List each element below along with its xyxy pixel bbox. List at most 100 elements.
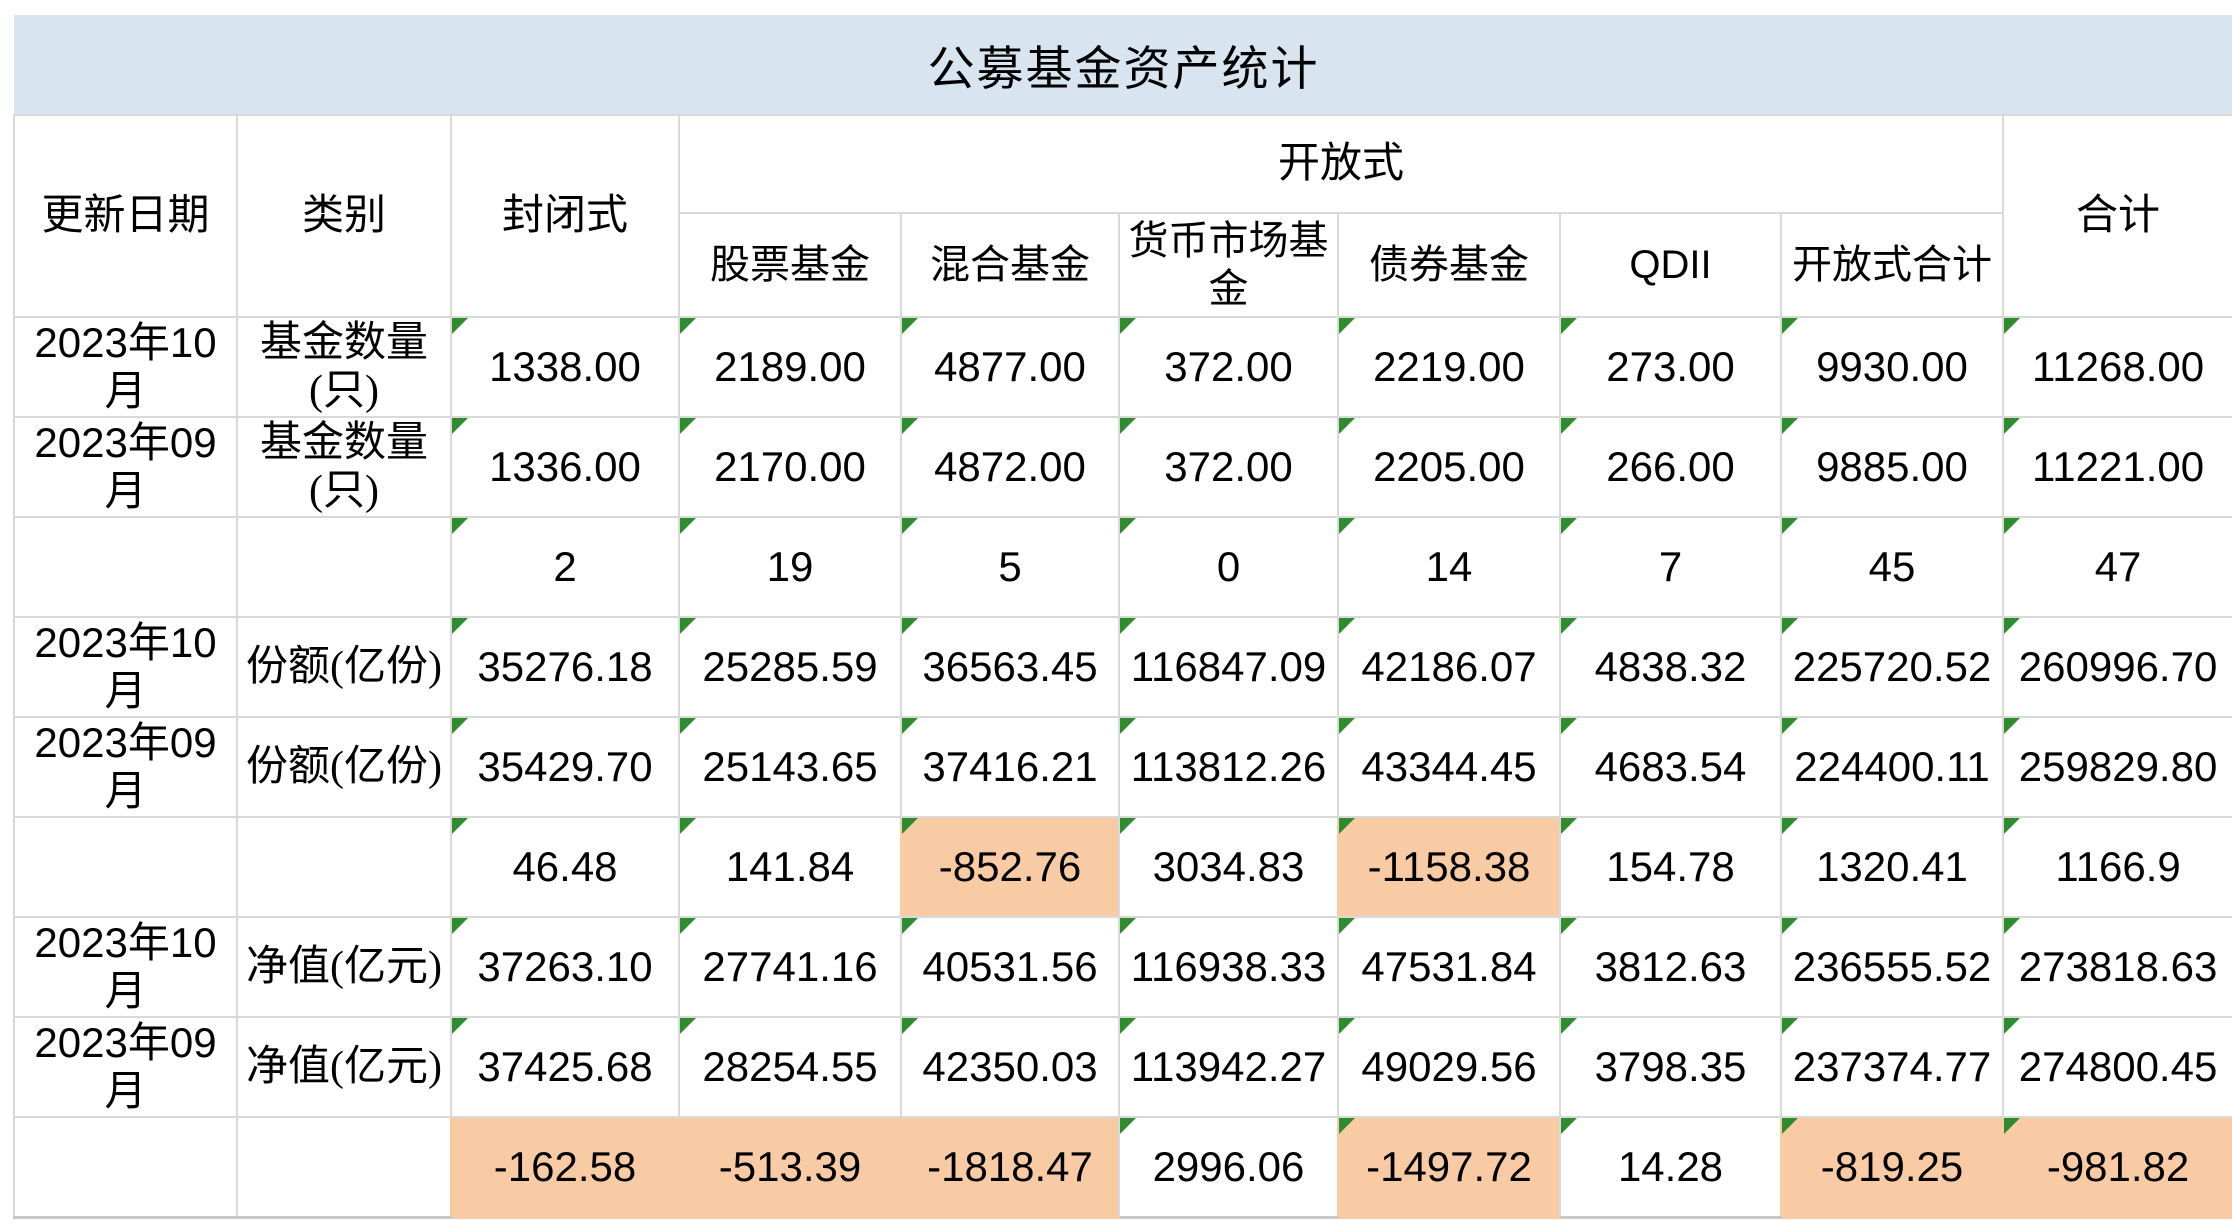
cell-value[interactable]: 116938.33 <box>1118 916 1339 1018</box>
cell-value[interactable]: 35276.18 <box>450 616 680 718</box>
cell-value[interactable]: 27741.16 <box>678 916 902 1018</box>
cell-value[interactable]: 49029.56 <box>1337 1016 1561 1118</box>
cell-value[interactable]: 260996.70 <box>2001 616 2232 718</box>
cell-value[interactable]: 1166.9 <box>2001 816 2232 918</box>
cell-value[interactable]: -852.76 <box>900 816 1120 918</box>
col-header-stock-fund[interactable]: 股票基金 <box>678 212 902 318</box>
cell-value[interactable]: 9885.00 <box>1780 416 2004 518</box>
cell-value[interactable]: 225720.52 <box>1780 616 2004 718</box>
col-header-open-end[interactable]: 开放式 <box>678 114 2004 214</box>
cell-value[interactable]: 116847.09 <box>1118 616 1339 718</box>
cell-value[interactable]: 4872.00 <box>900 416 1120 518</box>
cell-value[interactable]: 46.48 <box>450 816 680 918</box>
cell-value[interactable]: 42350.03 <box>900 1016 1120 1118</box>
cell-value[interactable]: -1158.38 <box>1337 816 1561 918</box>
cell-value[interactable]: 35429.70 <box>450 716 680 818</box>
cell-update-date[interactable]: 2023年09月 <box>13 1016 238 1118</box>
cell-value[interactable]: -981.82 <box>2001 1116 2232 1219</box>
cell-value[interactable]: 4683.54 <box>1559 716 1782 818</box>
cell-value[interactable]: -1818.47 <box>900 1116 1120 1219</box>
cell-value[interactable]: 2189.00 <box>678 316 902 418</box>
cell-category[interactable] <box>236 516 452 618</box>
cell-category[interactable]: 净值(亿元) <box>236 1016 452 1118</box>
cell-value[interactable]: 4838.32 <box>1559 616 1782 718</box>
cell-value[interactable]: 273818.63 <box>2001 916 2232 1018</box>
col-header-update-date[interactable]: 更新日期 <box>13 114 238 318</box>
cell-value[interactable]: 11268.00 <box>2001 316 2232 418</box>
cell-value[interactable]: 2205.00 <box>1337 416 1561 518</box>
col-header-mixed-fund[interactable]: 混合基金 <box>900 212 1120 318</box>
cell-update-date[interactable]: 2023年10月 <box>13 616 238 718</box>
cell-category[interactable]: 基金数量(只) <box>236 416 452 518</box>
cell-value[interactable]: 14 <box>1337 516 1561 618</box>
cell-value[interactable]: 37425.68 <box>450 1016 680 1118</box>
col-header-bond-fund[interactable]: 债券基金 <box>1337 212 1561 318</box>
cell-category[interactable]: 净值(亿元) <box>236 916 452 1018</box>
cell-update-date[interactable] <box>13 816 238 918</box>
cell-value[interactable]: 237374.77 <box>1780 1016 2004 1118</box>
cell-update-date[interactable] <box>13 516 238 618</box>
cell-category[interactable]: 份额(亿份) <box>236 716 452 818</box>
cell-value[interactable]: 259829.80 <box>2001 716 2232 818</box>
cell-value[interactable]: 3034.83 <box>1118 816 1339 918</box>
cell-value[interactable]: 141.84 <box>678 816 902 918</box>
cell-value[interactable]: 1336.00 <box>450 416 680 518</box>
col-header-money-market-fund[interactable]: 货币市场基金 <box>1118 212 1339 318</box>
cell-value[interactable]: 113942.27 <box>1118 1016 1339 1118</box>
col-header-open-end-subtotal[interactable]: 开放式合计 <box>1780 212 2004 318</box>
cell-update-date[interactable]: 2023年10月 <box>13 316 238 418</box>
cell-value[interactable]: 3798.35 <box>1559 1016 1782 1118</box>
cell-value[interactable]: 43344.45 <box>1337 716 1561 818</box>
cell-value[interactable]: -1497.72 <box>1337 1116 1561 1219</box>
cell-category[interactable] <box>236 816 452 918</box>
cell-value[interactable]: 14.28 <box>1559 1116 1782 1219</box>
cell-category[interactable] <box>236 1116 452 1219</box>
col-header-total[interactable]: 合计 <box>2001 114 2232 318</box>
cell-category[interactable]: 份额(亿份) <box>236 616 452 718</box>
cell-value[interactable]: 25285.59 <box>678 616 902 718</box>
cell-value[interactable]: 274800.45 <box>2001 1016 2232 1118</box>
cell-value[interactable]: 36563.45 <box>900 616 1120 718</box>
cell-value[interactable]: 154.78 <box>1559 816 1782 918</box>
cell-value[interactable]: 11221.00 <box>2001 416 2232 518</box>
cell-value[interactable]: -819.25 <box>1780 1116 2004 1219</box>
cell-value[interactable]: 4877.00 <box>900 316 1120 418</box>
cell-value[interactable]: 9930.00 <box>1780 316 2004 418</box>
page-title[interactable]: 公募基金资产统计 <box>14 15 2232 115</box>
cell-value[interactable]: 236555.52 <box>1780 916 2004 1018</box>
cell-value[interactable]: 2 <box>450 516 680 618</box>
cell-value[interactable]: 42186.07 <box>1337 616 1561 718</box>
cell-value[interactable]: 3812.63 <box>1559 916 1782 1018</box>
cell-value[interactable]: 40531.56 <box>900 916 1120 1018</box>
cell-value[interactable]: 1320.41 <box>1780 816 2004 918</box>
cell-value[interactable]: 47531.84 <box>1337 916 1561 1018</box>
cell-value[interactable]: -513.39 <box>678 1116 902 1219</box>
cell-value[interactable]: 7 <box>1559 516 1782 618</box>
cell-value[interactable]: 25143.65 <box>678 716 902 818</box>
cell-value[interactable]: 1338.00 <box>450 316 680 418</box>
cell-value[interactable]: 37263.10 <box>450 916 680 1018</box>
cell-value[interactable]: 37416.21 <box>900 716 1120 818</box>
col-header-closed-end[interactable]: 封闭式 <box>450 114 680 318</box>
cell-value[interactable]: 2219.00 <box>1337 316 1561 418</box>
cell-value[interactable]: -162.58 <box>450 1116 680 1219</box>
cell-value[interactable]: 28254.55 <box>678 1016 902 1118</box>
col-header-qdii[interactable]: QDII <box>1559 212 1782 318</box>
cell-value[interactable]: 273.00 <box>1559 316 1782 418</box>
cell-value[interactable]: 2996.06 <box>1118 1116 1339 1219</box>
cell-value[interactable]: 372.00 <box>1118 416 1339 518</box>
cell-update-date[interactable]: 2023年09月 <box>13 716 238 818</box>
cell-update-date[interactable] <box>13 1116 238 1219</box>
cell-value[interactable]: 224400.11 <box>1780 716 2004 818</box>
cell-value[interactable]: 0 <box>1118 516 1339 618</box>
cell-value[interactable]: 45 <box>1780 516 2004 618</box>
cell-value[interactable]: 19 <box>678 516 902 618</box>
cell-value[interactable]: 372.00 <box>1118 316 1339 418</box>
cell-category[interactable]: 基金数量(只) <box>236 316 452 418</box>
col-header-category[interactable]: 类别 <box>236 114 452 318</box>
cell-value[interactable]: 2170.00 <box>678 416 902 518</box>
cell-value[interactable]: 113812.26 <box>1118 716 1339 818</box>
cell-value[interactable]: 47 <box>2001 516 2232 618</box>
cell-value[interactable]: 5 <box>900 516 1120 618</box>
cell-value[interactable]: 266.00 <box>1559 416 1782 518</box>
